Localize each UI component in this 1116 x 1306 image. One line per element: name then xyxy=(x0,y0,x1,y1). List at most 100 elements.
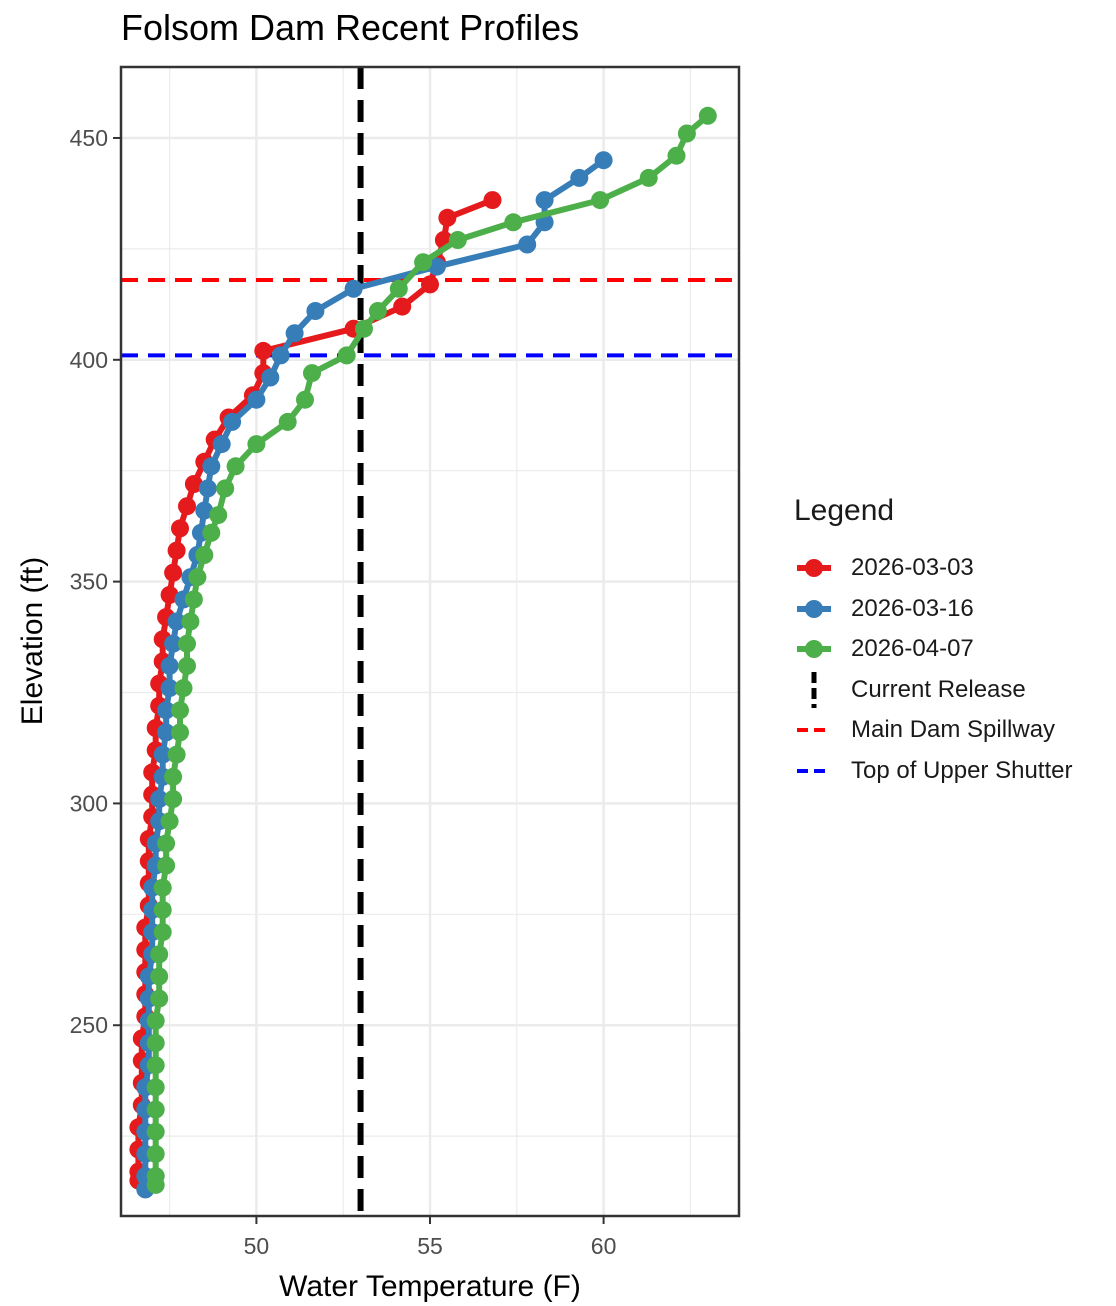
series-2026-04-07 xyxy=(146,106,717,1194)
data-point xyxy=(303,364,321,383)
y-tick-label: 400 xyxy=(70,347,108,373)
data-point xyxy=(285,324,304,343)
data-point xyxy=(157,701,176,720)
data-point xyxy=(518,235,537,254)
data-point xyxy=(389,279,408,298)
data-point xyxy=(164,790,183,808)
data-point xyxy=(146,1034,165,1052)
data-point xyxy=(171,701,189,720)
x-tick-label: 55 xyxy=(417,1233,443,1259)
data-point xyxy=(184,475,203,493)
data-point xyxy=(157,834,176,853)
legend-label: Main Dam Spillway xyxy=(851,716,1056,743)
data-point xyxy=(421,275,439,294)
data-point xyxy=(667,146,686,165)
data-point xyxy=(202,523,221,542)
data-point xyxy=(570,168,589,187)
y-tick-label: 300 xyxy=(70,790,108,816)
legend-item-top-of-upper-shutter: Top of Upper Shutter xyxy=(794,751,1114,792)
legend: Legend 2026-03-03 2026-03-16 2026-04-07 … xyxy=(794,494,1114,791)
data-point xyxy=(146,1011,165,1030)
legend-key-icon xyxy=(797,768,831,773)
legend-item-current-release: Current Release xyxy=(794,670,1114,711)
data-point xyxy=(146,1122,165,1141)
data-point xyxy=(167,745,186,764)
legend-item-main-dam-spillway: Main Dam Spillway xyxy=(794,710,1114,751)
data-point xyxy=(247,435,266,454)
data-point xyxy=(535,191,554,210)
data-point xyxy=(160,812,179,831)
data-point xyxy=(160,679,179,698)
data-point xyxy=(677,124,696,143)
data-point xyxy=(594,151,613,170)
data-point xyxy=(164,634,183,653)
legend-key-icon xyxy=(797,728,831,732)
data-point xyxy=(639,168,658,187)
data-point xyxy=(483,191,502,210)
grid xyxy=(121,67,739,1216)
data-point xyxy=(591,191,610,210)
data-point xyxy=(146,1144,165,1163)
data-point xyxy=(278,412,297,431)
y-tick-label: 250 xyxy=(70,1012,108,1038)
data-point xyxy=(150,790,169,808)
data-point xyxy=(160,585,179,604)
legend-label: 2026-03-03 xyxy=(851,554,974,581)
legend-item-2026-03-03: 2026-03-03 xyxy=(794,548,1114,589)
data-point xyxy=(414,253,433,272)
data-point xyxy=(393,297,412,316)
data-point xyxy=(368,302,387,320)
data-point xyxy=(153,900,172,919)
data-point xyxy=(146,1100,165,1119)
data-point xyxy=(337,346,356,365)
data-point xyxy=(157,723,176,742)
data-point xyxy=(153,923,172,942)
data-point xyxy=(157,856,176,875)
data-point xyxy=(355,319,373,338)
data-point xyxy=(146,1175,165,1194)
data-point xyxy=(164,767,183,786)
legend-item-2026-03-16: 2026-03-16 xyxy=(794,589,1114,630)
data-point xyxy=(181,612,200,631)
x-tick-label: 50 xyxy=(244,1233,270,1259)
data-point xyxy=(188,568,207,587)
data-point xyxy=(698,106,717,125)
data-point xyxy=(153,745,172,764)
data-point xyxy=(153,878,172,897)
data-point xyxy=(167,541,186,560)
data-point xyxy=(178,497,196,516)
data-point xyxy=(247,390,266,409)
data-point xyxy=(504,213,523,232)
data-point xyxy=(216,479,235,498)
y-axis-label: Elevation (ft) xyxy=(16,557,49,725)
data-point xyxy=(195,546,214,564)
legend-key-icon xyxy=(797,599,831,618)
legend-key-icon xyxy=(811,671,817,708)
data-point xyxy=(167,612,186,631)
legend-key-icon xyxy=(797,640,831,658)
data-point xyxy=(226,457,245,476)
x-axis-label: Water Temperature (F) xyxy=(279,1270,581,1303)
y-tick-label: 450 xyxy=(70,125,108,151)
data-point xyxy=(178,656,196,675)
data-point xyxy=(427,257,446,276)
data-point xyxy=(271,346,290,365)
data-point xyxy=(344,279,363,298)
legend-label: 2026-04-07 xyxy=(851,635,974,662)
legend-label: Top of Upper Shutter xyxy=(851,756,1073,784)
data-point xyxy=(195,501,214,520)
legend-item-2026-04-07: 2026-04-07 xyxy=(794,629,1114,670)
data-point xyxy=(150,945,169,964)
legend-title: Legend xyxy=(794,494,895,527)
x-tick-label: 60 xyxy=(591,1233,617,1259)
data-point xyxy=(254,341,273,360)
data-point xyxy=(212,435,231,454)
legend-label: Current Release xyxy=(851,675,1026,703)
data-point xyxy=(174,679,193,698)
data-point xyxy=(160,656,179,675)
data-point xyxy=(448,231,467,249)
data-point xyxy=(184,590,203,609)
legend-label: 2026-03-16 xyxy=(851,594,974,622)
data-point xyxy=(171,723,189,742)
series-group xyxy=(129,106,717,1199)
